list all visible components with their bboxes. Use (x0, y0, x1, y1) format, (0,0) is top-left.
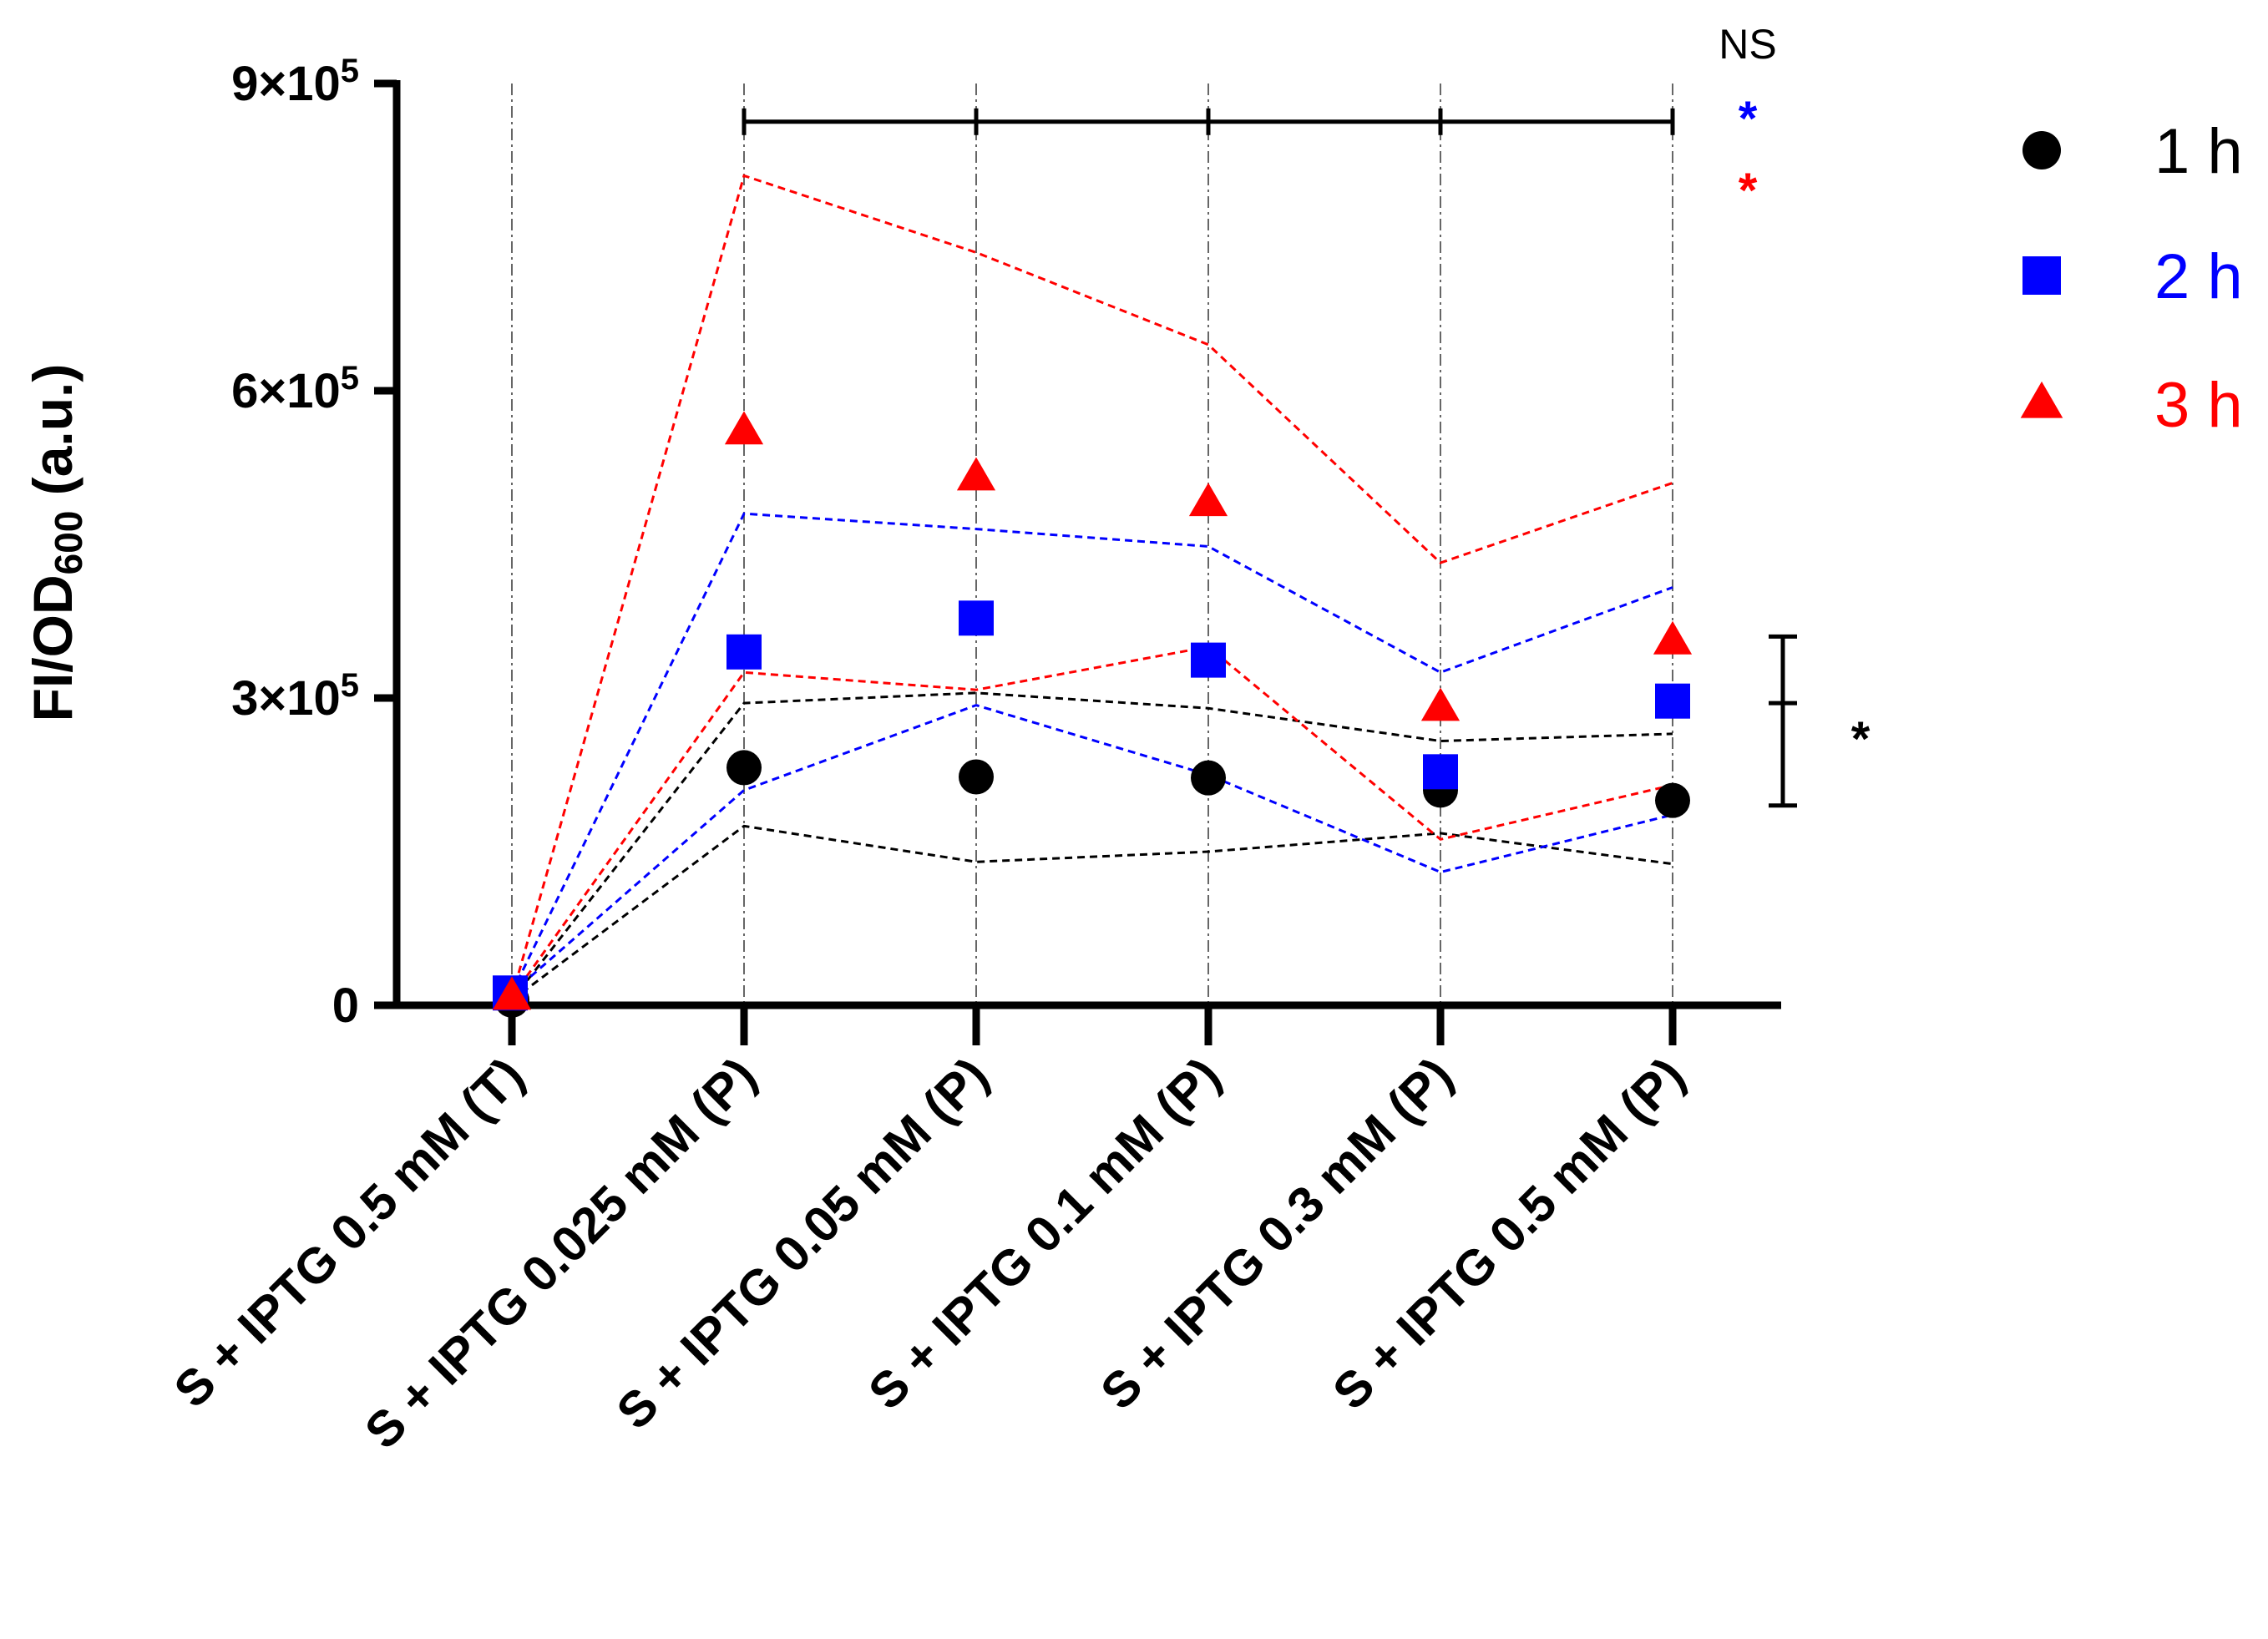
range-bracket-label: * (1851, 712, 1871, 766)
series-2-point-0 (492, 976, 532, 1010)
x-ticks: S + IPTG 0.5 mM (T)S + IPTG 0.025 mM (P)… (164, 1005, 1695, 1459)
series-1-lower-line (511, 704, 1673, 994)
series-0-point-5 (1655, 782, 1690, 818)
series-0-point-3 (1191, 760, 1226, 796)
annotations: NS * * * (742, 21, 1871, 808)
legend-marker-0 (2022, 131, 2061, 169)
y-tick-label-base-0: 0 (332, 979, 359, 1033)
series-1-point-4 (1423, 754, 1458, 790)
series-0-point-1 (726, 750, 762, 786)
y-axis-label-unit: (a.u.) (22, 364, 84, 511)
y-tick-label-exp-2: 5 (341, 360, 359, 397)
y-tick-label-0: 0 (332, 979, 359, 1033)
series-2-point-3 (1188, 483, 1228, 517)
legend-label-0: 1 h (2154, 116, 2243, 187)
legend-label-1: 2 h (2154, 241, 2243, 312)
series-1-point-3 (1191, 642, 1226, 678)
legend-marker-1 (2022, 256, 2061, 295)
legend-label-2: 3 h (2154, 370, 2243, 441)
y-axis-label: FI/OD600 (a.u.) (22, 364, 90, 722)
series-bands (510, 174, 1673, 1002)
comparison-label-1: * (1739, 92, 1758, 146)
comparison-label-2: * (1739, 164, 1758, 218)
y-axis-label-sub: 600 (47, 511, 90, 575)
category-gridlines (511, 83, 1673, 1005)
y-tick-label-base-3: 9×10 (231, 57, 341, 111)
series-2-lower-line (510, 645, 1673, 999)
axes (392, 80, 1781, 1009)
series-2-point-4 (1420, 687, 1461, 721)
legend: 1 h 2 h 3 h (2020, 116, 2243, 441)
series-0-lower-line (511, 824, 1673, 1002)
series-0-upper-line (510, 691, 1673, 1001)
y-tick-label-2: 6×105 (231, 360, 359, 418)
series-2-point-5 (1653, 620, 1693, 655)
y-tick-label-exp-3: 5 (341, 53, 359, 89)
x-tick-label-2: S + IPTG 0.05 mM (P) (606, 1047, 1000, 1440)
series-2-upper-line (510, 174, 1673, 998)
series-2-point-2 (956, 457, 996, 491)
y-tick-label-3: 9×105 (231, 53, 359, 111)
series-1-upper-line (510, 512, 1673, 994)
y-tick-label-base-2: 6×10 (231, 364, 341, 418)
series-1-point-5 (1655, 683, 1690, 719)
y-tick-label-exp-1: 5 (341, 667, 359, 704)
legend-marker-2 (2020, 381, 2063, 418)
x-tick-label-1: S + IPTG 0.025 mM (P) (354, 1047, 767, 1459)
y-tick-label-base-1: 3×10 (231, 671, 341, 726)
y-tick-label-1: 3×105 (231, 667, 359, 726)
comparison-label-0: NS (1719, 21, 1776, 68)
data-markers (492, 411, 1693, 1018)
series-0-point-2 (959, 759, 994, 795)
y-axis-label-main: FI/OD (22, 574, 84, 721)
series-1-point-1 (726, 634, 762, 670)
series-2-point-1 (724, 411, 764, 445)
series-1-point-2 (959, 600, 994, 636)
